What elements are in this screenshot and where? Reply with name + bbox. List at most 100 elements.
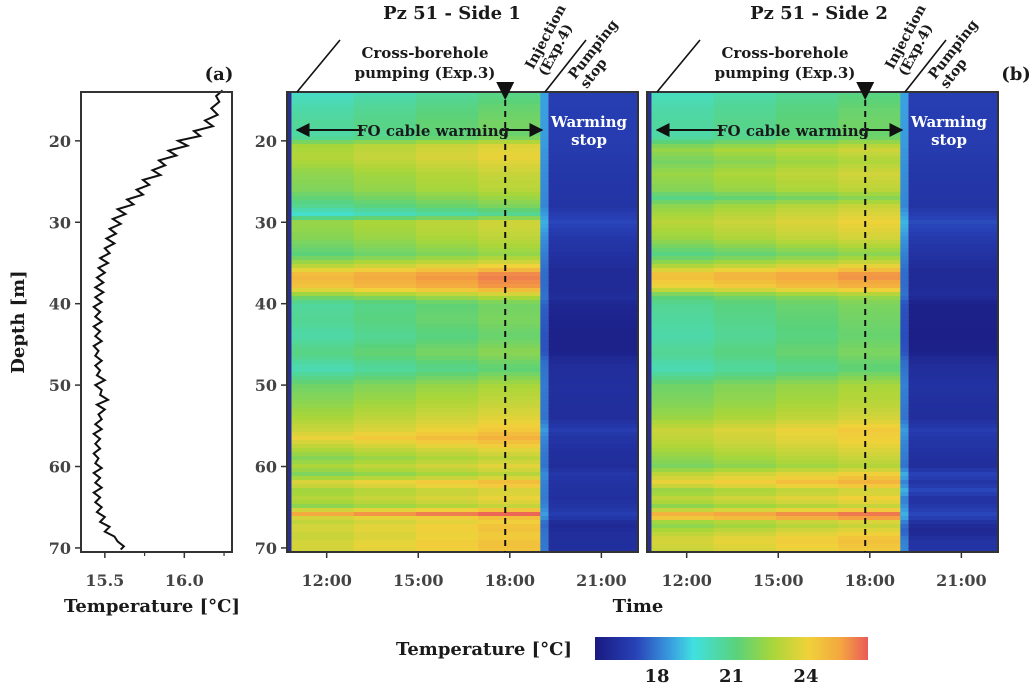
heatmap-cell-warming <box>353 192 417 197</box>
heatmap-cell-cooling <box>548 392 638 397</box>
heatmap-cell-transition <box>540 224 549 229</box>
heatmap-cell-warming <box>775 420 839 425</box>
heatmap-cell-warming <box>478 112 541 117</box>
heatmap-cell-warming <box>291 132 355 137</box>
heatmap-cell-prewarm <box>647 156 652 161</box>
heatmap-cell-warming <box>775 516 839 521</box>
heatmap-cell-warming <box>353 292 417 297</box>
heatmap-cell-transition <box>900 256 909 261</box>
heatmap-cell-prewarm <box>287 492 292 497</box>
heatmap-cell-warming <box>713 136 777 141</box>
heatmap-cell-warming <box>415 476 479 481</box>
heatmap-cell-warming <box>478 168 541 173</box>
heatmap-cell-prewarm <box>647 488 652 493</box>
heatmap-cell-warming <box>651 144 715 149</box>
heatmap-cell-cooling <box>548 100 638 105</box>
heatmap-cell-prewarm <box>287 128 292 133</box>
heatmap-cell-warming <box>651 436 715 441</box>
heatmap-1-y-tick-label: 20 <box>255 132 277 151</box>
heatmap-cell-prewarm <box>287 156 292 161</box>
heatmap-cell-warming <box>415 164 479 169</box>
heatmap-cell-warming <box>415 156 479 161</box>
heatmap-cell-warming <box>651 368 715 373</box>
heatmap-cell-warming <box>478 264 541 269</box>
heatmap-cell-prewarm <box>647 172 652 177</box>
heatmap-cell-warming <box>713 160 777 165</box>
heatmap-cell-prewarm <box>287 336 292 341</box>
heatmap-cell-warming <box>291 500 355 505</box>
heatmap-cell-cooling <box>548 520 638 525</box>
heatmap-cell-warming <box>291 112 355 117</box>
heatmap-cell-transition <box>540 360 549 365</box>
heatmap-cell-cooling <box>908 532 998 537</box>
heatmap-cell-cooling <box>908 280 998 285</box>
heatmap-cell-cooling <box>908 168 998 173</box>
heatmap-cell-warming <box>291 156 355 161</box>
heatmap-cell-warming <box>478 436 541 441</box>
heatmap-cell-warming <box>838 512 901 517</box>
heatmap-cell-warming <box>415 324 479 329</box>
heatmap-cell-transition <box>900 516 909 521</box>
heatmap-cell-cooling <box>908 176 998 181</box>
heatmap-cell-warming <box>291 152 355 157</box>
heatmap-cell-transition <box>900 200 909 205</box>
heatmap-cell-warming <box>713 420 777 425</box>
heatmap-cell-warming <box>415 456 479 461</box>
heatmap-cell-warming <box>713 496 777 501</box>
heatmap-cell-warming <box>775 392 839 397</box>
heatmap-cell-prewarm <box>287 320 292 325</box>
heatmap-cell-transition <box>900 228 909 233</box>
heatmap-cell-prewarm <box>287 272 292 277</box>
heatmap-cell-prewarm <box>287 184 292 189</box>
heatmap-cell-cooling <box>548 452 638 457</box>
heatmap-cell-warming <box>291 220 355 225</box>
heatmap-cell-warming <box>651 192 715 197</box>
heatmap-cell-transition <box>540 252 549 257</box>
heatmap-cell-warming <box>291 268 355 273</box>
heatmap-cell-prewarm <box>287 324 292 329</box>
heatmap-cell-cooling <box>548 124 638 129</box>
heatmap-cell-warming <box>775 308 839 313</box>
heatmap-cell-transition <box>540 308 549 313</box>
heatmap-cell-warming <box>415 356 479 361</box>
heatmap-cell-warming <box>651 420 715 425</box>
heatmap-side-2-x-ticks: 12:00 15:00 18:00 21:00 <box>661 552 987 590</box>
heatmap-cell-prewarm <box>287 248 292 253</box>
heatmap-cell-prewarm <box>647 532 652 537</box>
heatmap-cell-prewarm <box>647 444 652 449</box>
heatmap-cell-cooling <box>548 108 638 113</box>
heatmap-cell-warming <box>651 316 715 321</box>
heatmap-cell-warming <box>415 396 479 401</box>
heatmap-cell-warming <box>838 176 901 181</box>
heatmap-cell-prewarm <box>647 328 652 333</box>
heatmap-cell-warming <box>291 388 355 393</box>
heatmap-cell-prewarm <box>647 440 652 445</box>
heatmap-cell-cooling <box>548 236 638 241</box>
heatmap-cell-warming <box>353 328 417 333</box>
heatmap-cell-warming <box>291 284 355 289</box>
heatmap-cell-warming <box>353 140 417 145</box>
heatmap-cell-warming <box>353 428 417 433</box>
heatmap-cell-warming <box>775 216 839 221</box>
heatmap-cell-warming <box>713 428 777 433</box>
heatmap-cell-warming <box>838 508 901 513</box>
heatmap-cell-cooling <box>908 124 998 129</box>
heatmap-cell-transition <box>900 476 909 481</box>
heatmap-cell-warming <box>838 312 901 317</box>
heatmap-cell-prewarm <box>647 240 652 245</box>
heatmap-cell-transition <box>900 176 909 181</box>
heatmap-cell-transition <box>900 500 909 505</box>
heatmap-cell-cooling <box>548 548 638 553</box>
heatmap-cell-prewarm <box>287 136 292 141</box>
heatmap-cell-warming <box>651 408 715 413</box>
heatmap-cell-transition <box>540 352 549 357</box>
heatmap-cell-warming <box>775 476 839 481</box>
heatmap-cell-prewarm <box>647 104 652 109</box>
heatmap-cell-warming <box>415 472 479 477</box>
heatmap-cell-warming <box>775 380 839 385</box>
heatmap-cell-warming <box>478 104 541 109</box>
heatmap-cell-warming <box>478 328 541 333</box>
heatmap-cell-transition <box>900 416 909 421</box>
heatmap-cell-warming <box>478 228 541 233</box>
heatmap-cell-warming <box>353 432 417 437</box>
